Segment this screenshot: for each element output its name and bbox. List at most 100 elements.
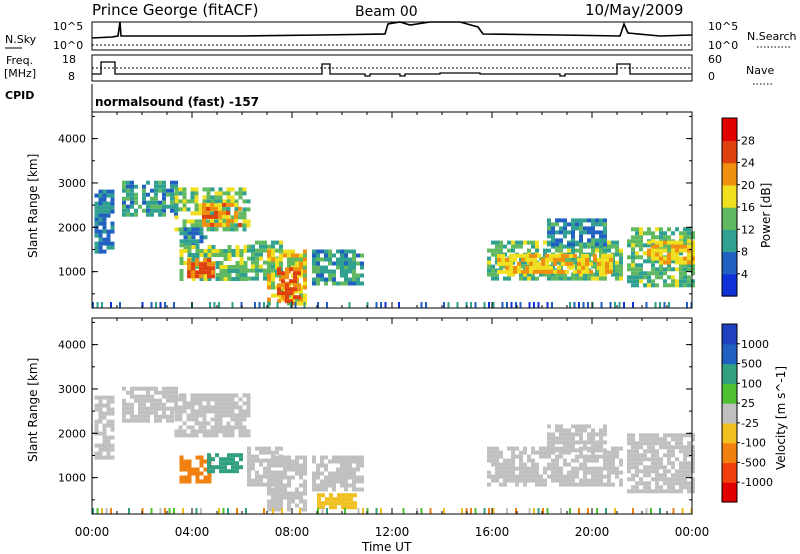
heatmap-cell xyxy=(631,243,635,248)
heatmap-cell xyxy=(671,489,675,494)
heatmap-cell xyxy=(651,449,655,454)
heatmap-cell xyxy=(344,471,348,476)
heatmap-cell xyxy=(513,265,517,270)
heatmap-cell xyxy=(207,465,211,470)
heatmap-cell xyxy=(247,450,251,455)
heatmap-cell xyxy=(551,230,555,235)
heatmap-cell xyxy=(299,499,303,504)
heatmap-cell xyxy=(198,401,203,406)
heatmap-cell xyxy=(223,461,227,466)
heatmap-cell xyxy=(246,393,251,398)
heatmap-cell xyxy=(130,386,134,391)
heatmap-cell xyxy=(218,219,223,224)
heatmap-cell xyxy=(515,508,517,514)
heatmap-cell xyxy=(255,458,259,463)
heatmap-cell xyxy=(555,244,559,249)
heatmap-cell xyxy=(603,432,607,437)
heatmap-cell xyxy=(320,479,324,484)
heatmap-cell xyxy=(647,465,651,470)
heatmap-cell xyxy=(659,441,663,446)
heatmap-cell xyxy=(259,478,263,483)
heatmap-cell xyxy=(591,432,595,437)
heatmap-cell xyxy=(182,393,187,398)
heatmap-cell xyxy=(619,446,623,451)
heatmap-cell xyxy=(279,248,283,253)
heatmap-cell xyxy=(487,450,491,455)
heatmap-cell xyxy=(178,409,183,414)
heatmap-cell xyxy=(683,263,687,268)
heatmap-cell xyxy=(591,234,595,239)
heatmap-cell xyxy=(98,189,103,194)
heatmap-cell xyxy=(98,217,103,222)
heatmap-cell xyxy=(352,455,356,460)
heatmap-cell xyxy=(535,482,539,487)
heatmap-cell xyxy=(575,424,579,429)
heatmap-cell xyxy=(356,277,360,282)
heatmap-cell xyxy=(647,441,651,446)
heatmap-cell xyxy=(545,253,549,258)
heatmap-cell xyxy=(207,274,211,279)
heatmap-cell xyxy=(619,482,623,487)
heatmap-cell xyxy=(102,241,107,246)
heatmap-cell xyxy=(199,227,204,232)
heatmap-cell xyxy=(289,287,293,292)
heatmap-cell xyxy=(182,207,187,212)
heatmap-cell xyxy=(198,223,203,228)
heatmap-cell xyxy=(328,273,332,278)
heatmap-cell xyxy=(659,302,661,308)
heatmap-cell xyxy=(194,401,199,406)
heatmap-cell xyxy=(691,263,695,268)
heatmap-cell xyxy=(667,248,671,253)
heatmap-cell xyxy=(555,238,559,243)
heatmap-cell xyxy=(122,406,126,411)
heatmap-cell xyxy=(567,248,571,253)
heatmap-cell xyxy=(134,386,138,391)
heatmap-cell xyxy=(138,386,142,391)
heatmap-cell xyxy=(647,473,651,478)
heatmap-cell xyxy=(483,508,486,514)
heatmap-cell xyxy=(324,487,328,492)
heatmap-cell xyxy=(555,248,559,253)
heatmap-cell xyxy=(551,432,555,437)
heatmap-cell xyxy=(134,184,138,189)
heatmap-cell xyxy=(106,423,111,428)
heatmap-cell xyxy=(353,493,357,498)
heatmap-cell xyxy=(348,265,352,270)
heatmap-cell xyxy=(174,195,179,200)
heatmap-cell xyxy=(195,508,198,514)
heatmap-cell xyxy=(162,394,166,399)
heatmap-cell xyxy=(663,260,667,265)
heatmap-cell xyxy=(599,470,603,475)
heatmap-cell xyxy=(691,235,695,240)
heatmap-cell xyxy=(207,471,212,476)
heatmap-cell xyxy=(130,180,134,185)
heatmap-cell xyxy=(595,444,599,449)
heatmap-cell xyxy=(345,497,349,502)
heatmap-cell xyxy=(631,461,635,466)
heatmap-cell xyxy=(597,257,601,262)
heatmap-cell xyxy=(194,417,199,422)
heatmap-cell xyxy=(655,477,659,482)
heatmap-cell xyxy=(643,231,647,236)
colorbar-tick-label: 28 xyxy=(741,134,755,147)
heatmap-cell xyxy=(627,279,631,284)
heatmap-cell xyxy=(635,461,639,466)
heatmap-cell xyxy=(218,302,220,308)
heatmap-cell xyxy=(551,242,555,247)
heatmap-cell xyxy=(569,253,573,258)
heatmap-cell xyxy=(166,390,170,395)
heatmap-cell xyxy=(675,248,679,253)
heatmap-cell xyxy=(146,406,150,411)
heatmap-cell xyxy=(312,487,316,492)
heatmap-cell xyxy=(126,418,130,423)
heatmap-cell xyxy=(238,409,243,414)
heatmap-cell xyxy=(353,501,357,506)
heatmap-cell xyxy=(102,431,107,436)
heatmap-cell xyxy=(503,474,507,479)
heatmap-cell xyxy=(527,248,531,253)
heatmap-cell xyxy=(643,489,647,494)
heatmap-cell xyxy=(243,273,248,277)
heatmap-cell xyxy=(283,483,287,488)
heatmap-cell xyxy=(579,240,583,245)
heatmap-cell xyxy=(675,481,679,486)
